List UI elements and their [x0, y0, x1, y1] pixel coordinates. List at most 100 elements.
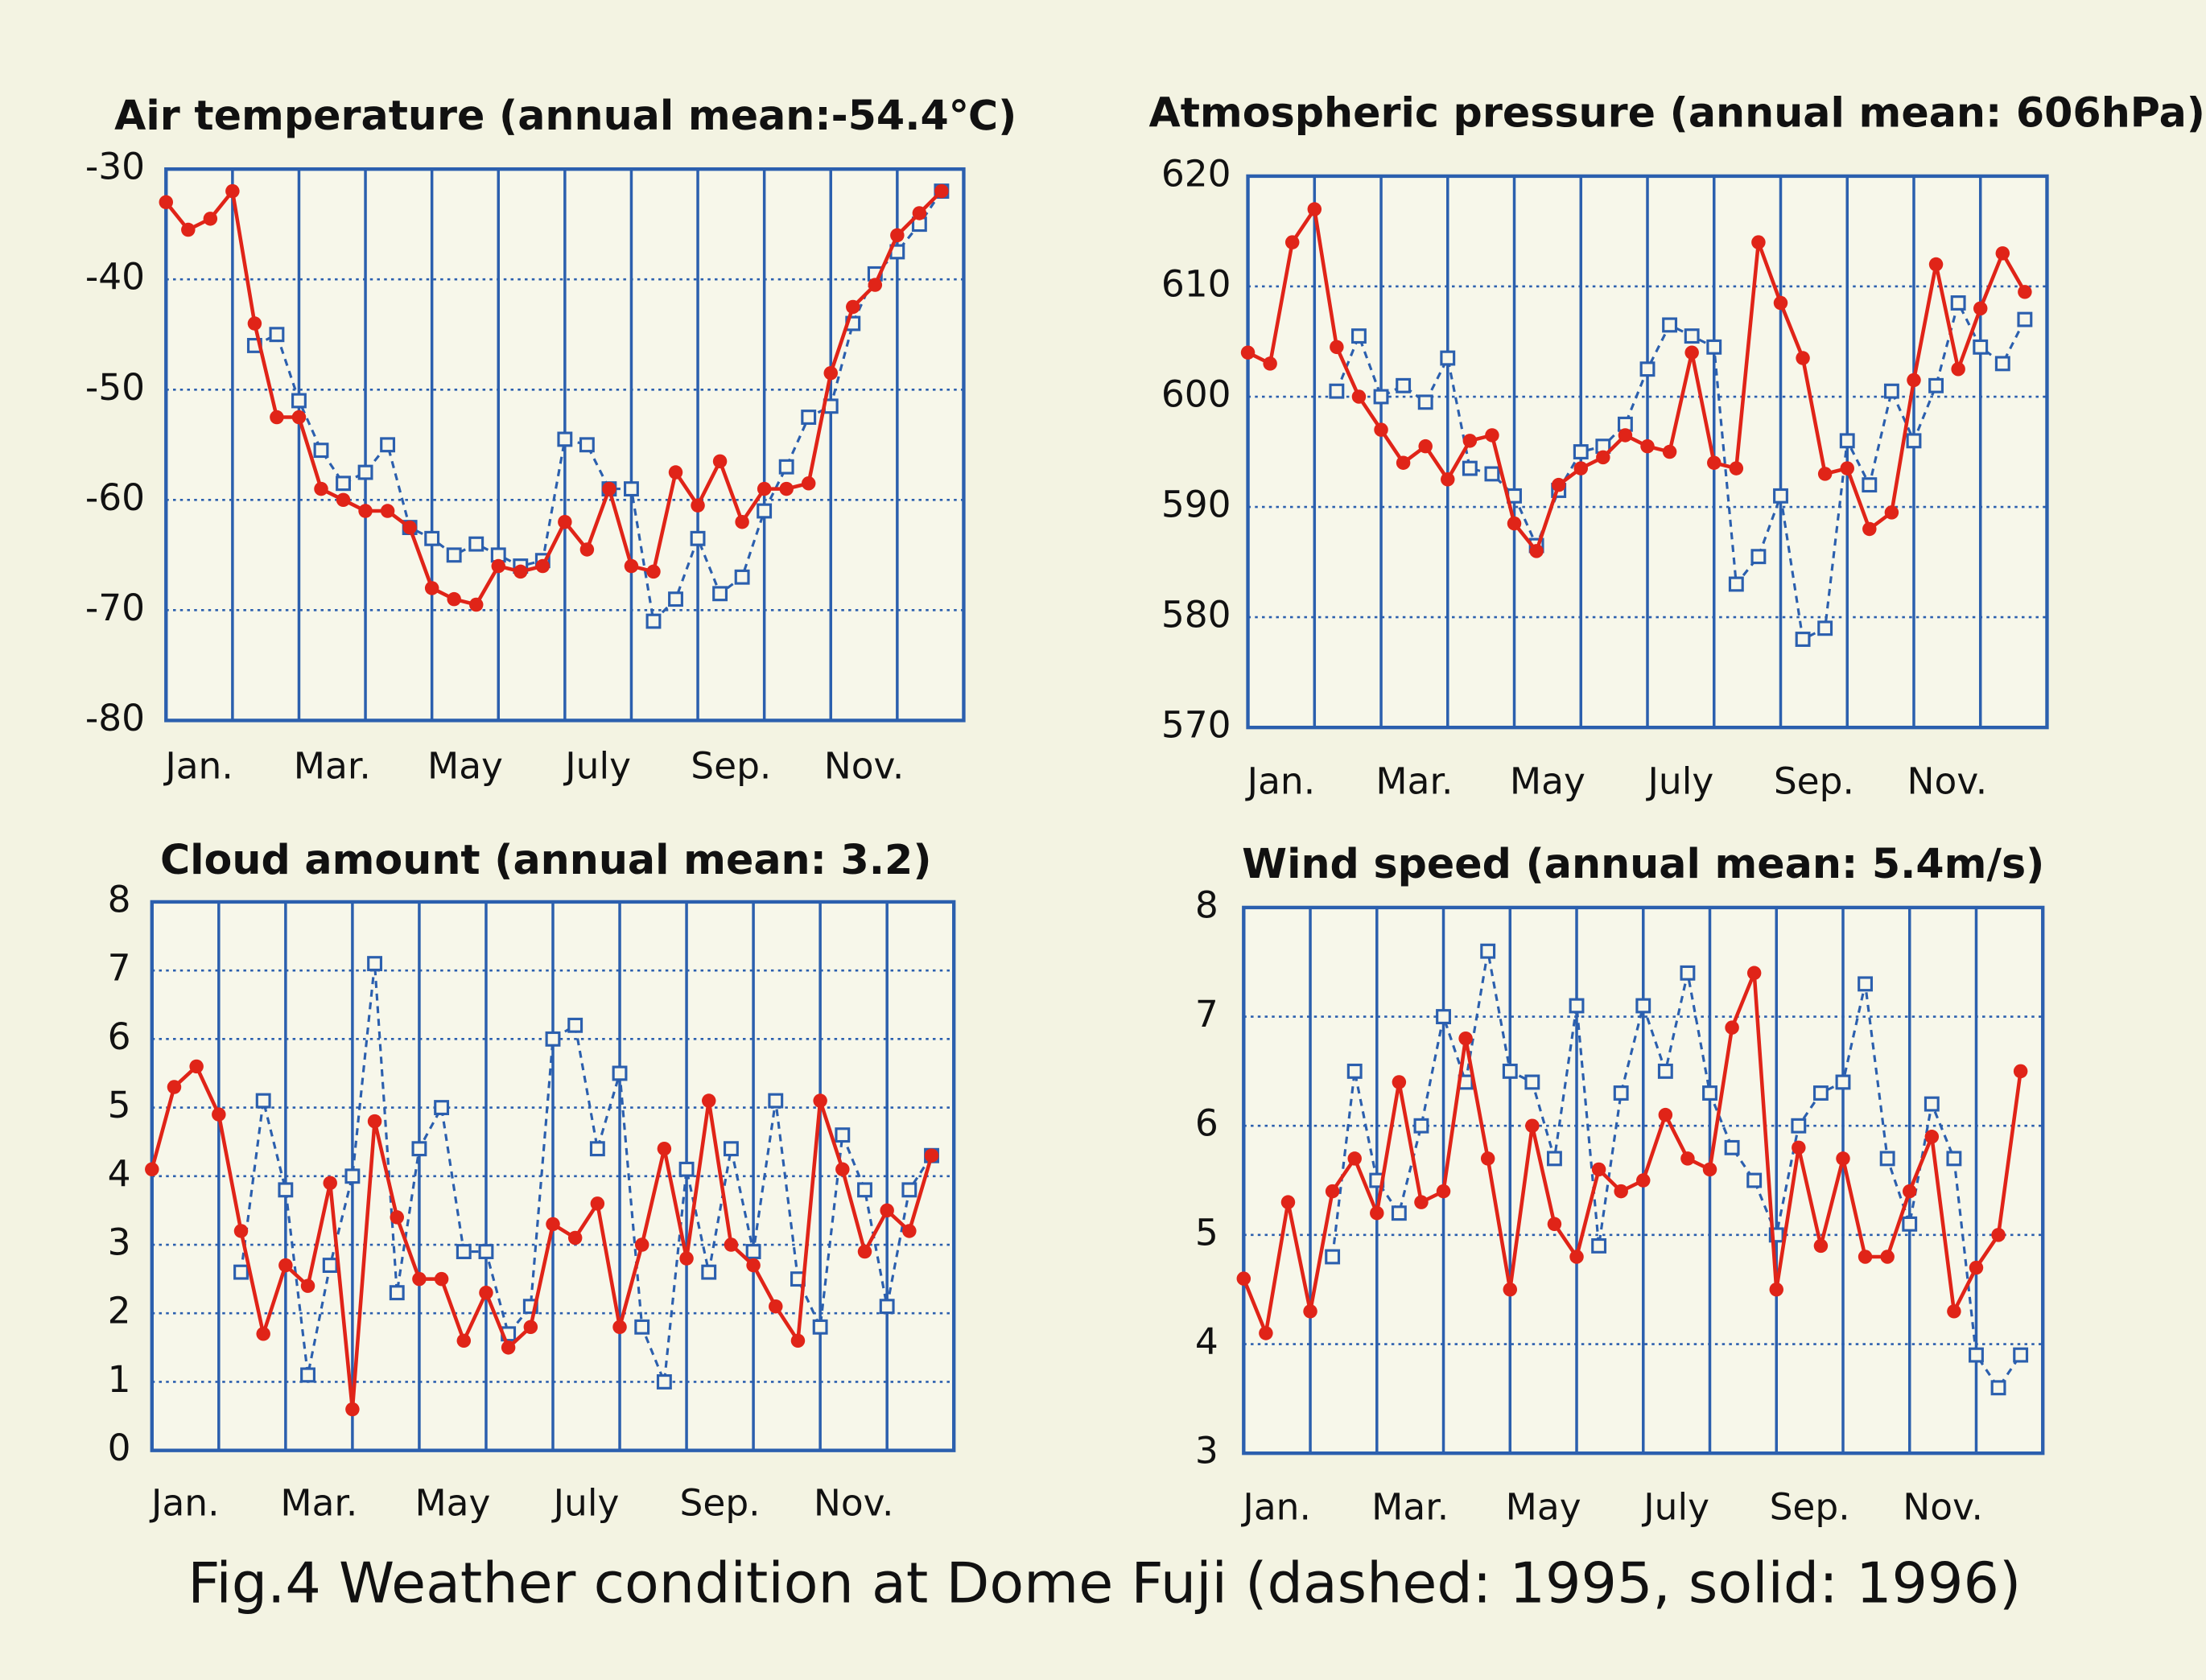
- data-point: [1635, 998, 1651, 1014]
- data-point: [456, 1244, 472, 1259]
- data-point: [344, 1168, 361, 1184]
- data-point: [1573, 444, 1589, 459]
- data-point: [734, 569, 750, 585]
- data-point: [1640, 439, 1655, 454]
- data-point: [1795, 632, 1811, 647]
- data-point: [1791, 1118, 1807, 1134]
- data-point: [590, 1196, 605, 1211]
- x-tick-label: Jan.: [163, 744, 233, 787]
- data-point: [491, 558, 506, 574]
- data-point: [557, 431, 573, 447]
- data-point: [145, 1162, 159, 1177]
- data-point: [2018, 285, 2032, 299]
- data-point: [367, 956, 383, 972]
- data-point: [1280, 1195, 1296, 1209]
- data-point: [1639, 361, 1656, 377]
- data-point: [1436, 1184, 1451, 1199]
- y-tick-label: -30: [85, 146, 145, 188]
- data-point: [558, 514, 572, 529]
- series-line: [239, 963, 933, 1383]
- data-point: [367, 1114, 382, 1129]
- data-point: [1573, 461, 1589, 476]
- data-point: [446, 547, 462, 563]
- data-point: [724, 1237, 739, 1252]
- data-point: [813, 1093, 827, 1108]
- chart-title: Cloud amount (annual mean: 3.2): [160, 836, 932, 883]
- data-point: [2017, 311, 2033, 327]
- data-point: [857, 1244, 872, 1259]
- data-point: [291, 393, 307, 409]
- data-point: [545, 1031, 561, 1047]
- data-point: [345, 1402, 360, 1417]
- x-tick-label: Sep.: [680, 1481, 761, 1524]
- y-tick-label: 570: [1161, 704, 1231, 747]
- data-point: [1751, 235, 1766, 249]
- data-point: [1995, 246, 2010, 261]
- data-point: [612, 1065, 628, 1081]
- data-point: [624, 481, 639, 497]
- y-tick-label: 580: [1161, 594, 1231, 636]
- data-point: [1792, 1140, 1806, 1155]
- data-point: [1325, 1184, 1340, 1199]
- data-point: [291, 410, 307, 425]
- data-point: [712, 454, 728, 469]
- x-tick-label: Sep.: [1770, 1486, 1850, 1529]
- data-point: [745, 1244, 761, 1259]
- data-point: [1773, 488, 1788, 504]
- chart-title: Atmospheric pressure (annual mean: 606hP…: [1148, 89, 2204, 137]
- data-point: [1907, 373, 1921, 388]
- data-point: [1529, 544, 1544, 558]
- data-point: [1928, 377, 1944, 393]
- data-point: [1680, 1151, 1695, 1166]
- data-point: [1347, 1151, 1362, 1166]
- data-point: [1728, 576, 1744, 592]
- y-tick-label: 3: [1195, 1430, 1218, 1472]
- x-tick-label: May: [414, 1481, 490, 1524]
- data-point: [1373, 389, 1389, 405]
- data-point: [912, 206, 927, 220]
- data-point: [712, 586, 728, 602]
- x-tick-label: Jan.: [1240, 1486, 1311, 1529]
- data-point: [212, 1107, 226, 1122]
- data-point: [478, 1244, 494, 1259]
- data-point: [1746, 966, 1762, 981]
- data-point: [1879, 1151, 1895, 1167]
- data-point: [1906, 433, 1922, 449]
- plot-frame: [1246, 174, 2049, 730]
- data-point: [1591, 1162, 1606, 1177]
- data-point: [934, 183, 949, 199]
- data-point: [1370, 1205, 1384, 1221]
- x-tick-label: May: [427, 744, 503, 787]
- data-point: [513, 564, 528, 579]
- data-point: [902, 1224, 917, 1238]
- y-tick-label: 4: [108, 1152, 131, 1195]
- data-point: [678, 1161, 695, 1177]
- data-point: [846, 299, 860, 315]
- data-point: [358, 504, 373, 518]
- y-tick-label: 3: [108, 1221, 131, 1264]
- y-tick-label: 6: [108, 1015, 131, 1058]
- data-point: [1618, 428, 1633, 443]
- data-point: [691, 498, 705, 513]
- y-tick-label: 600: [1161, 373, 1231, 416]
- data-point: [1414, 1195, 1429, 1209]
- x-tick-label: Mar.: [280, 1481, 357, 1524]
- y-tick-label: 2: [108, 1290, 131, 1332]
- data-point: [1569, 998, 1585, 1014]
- data-point: [1480, 943, 1496, 959]
- data-point: [1240, 345, 1256, 360]
- data-point: [690, 530, 706, 546]
- data-point: [646, 564, 661, 579]
- data-point: [411, 1141, 427, 1157]
- data-point: [1817, 467, 1833, 481]
- data-point: [1417, 394, 1433, 410]
- data-point: [1706, 339, 1722, 355]
- data-point: [247, 316, 262, 331]
- data-point: [1858, 1250, 1873, 1264]
- data-point: [723, 1141, 739, 1157]
- data-point: [835, 1162, 850, 1177]
- data-point: [270, 410, 284, 425]
- x-tick-label: July: [563, 744, 631, 787]
- data-point: [1702, 1085, 1717, 1101]
